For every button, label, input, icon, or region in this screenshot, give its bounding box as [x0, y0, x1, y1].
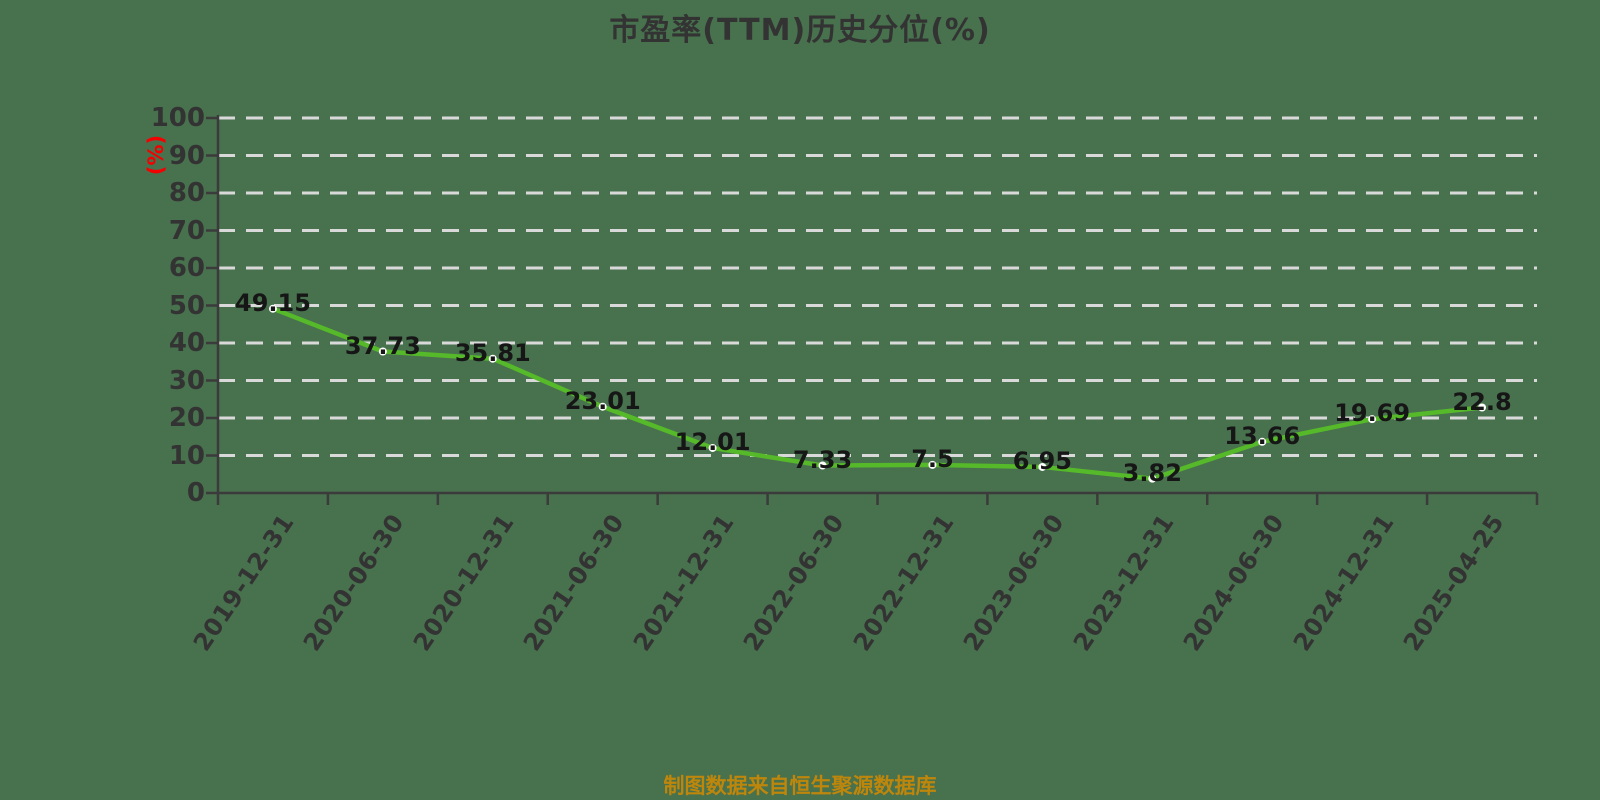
data-point-marker [1148, 474, 1157, 483]
y-tick-label: 80 [168, 178, 205, 208]
y-tick-label: 50 [168, 290, 205, 321]
data-point-marker [1038, 462, 1047, 471]
data-point-label: 7.5 [911, 444, 954, 473]
data-source-note: 制图数据来自恒生聚源数据库 [663, 774, 937, 798]
data-point-label: 19.69 [1334, 399, 1411, 428]
data-point-label: 49.15 [234, 288, 311, 317]
data-point-label: 23.01 [564, 386, 641, 415]
data-point-marker [598, 402, 607, 411]
data-point-marker [378, 347, 387, 356]
data-point-label: 6.95 [1012, 446, 1072, 475]
y-tick-label: 70 [168, 215, 205, 246]
data-point-marker [1258, 437, 1267, 446]
series-line [270, 306, 1485, 481]
data-point-label: 3.82 [1122, 458, 1182, 487]
data-point-label: 37.73 [344, 331, 421, 360]
y-tick-label: 10 [168, 440, 205, 471]
data-point-label: 12.01 [674, 427, 751, 456]
data-point-label: 22.8 [1452, 387, 1512, 416]
data-point-marker [1368, 415, 1377, 424]
data-point-marker [488, 354, 497, 363]
data-point-marker [268, 304, 277, 313]
data-point-marker [708, 443, 717, 452]
y-tick-label: 30 [168, 365, 205, 396]
y-tick-label: 90 [168, 140, 205, 171]
data-point-label: 7.33 [792, 445, 853, 474]
data-point-marker [818, 461, 827, 470]
data-point-marker [1478, 403, 1487, 412]
y-tick-label: 100 [150, 103, 205, 133]
data-point-marker [928, 460, 937, 469]
y-tick-label: 0 [186, 478, 205, 508]
data-point-label: 35.81 [454, 338, 531, 367]
y-tick-label: 60 [168, 253, 205, 283]
chart-title: 市盈率(TTM)历史分位(%) [609, 13, 991, 48]
y-tick-label: 20 [168, 403, 205, 433]
data-point-label: 13.66 [1224, 421, 1301, 450]
y-tick-label: 40 [168, 328, 205, 358]
